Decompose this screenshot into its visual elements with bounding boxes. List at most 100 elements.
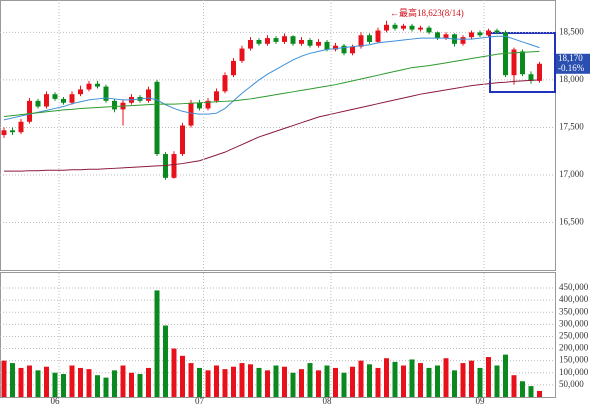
volume-bar [324, 365, 330, 397]
candle-body [333, 45, 338, 50]
candle-body [494, 30, 500, 33]
annotation: ←最高18,623(8/14) [390, 7, 464, 18]
price-panel [0, 0, 556, 271]
y-tick-label: 450,000 [559, 282, 589, 292]
candle-body [358, 35, 364, 47]
volume-bar [273, 365, 279, 397]
volume-bar [469, 360, 474, 397]
x-tick-label: 09 [476, 396, 486, 406]
volume-bar [95, 375, 100, 397]
volume-bar [494, 365, 500, 397]
volume-bar [205, 370, 211, 397]
candle-body [435, 32, 440, 39]
candle-body [222, 75, 228, 92]
volume-bar [409, 359, 415, 397]
volume-bar [460, 363, 466, 397]
candle-body [392, 24, 398, 29]
y-tick-label: 150,000 [559, 355, 589, 365]
volume-bar [520, 381, 525, 397]
candle-body [477, 32, 483, 36]
candle-body [486, 30, 491, 36]
volume-bar [214, 365, 219, 397]
last-price: 18,170 [558, 53, 583, 63]
candle-body [418, 27, 423, 30]
volume-bar [239, 363, 245, 397]
volume-bar [282, 366, 287, 397]
volume-bar [401, 365, 406, 397]
volume-bar [18, 367, 24, 397]
volume-bar [486, 357, 491, 397]
candle-body [367, 35, 372, 42]
highlight-box [489, 32, 556, 93]
candle-body [61, 98, 66, 103]
volume-bar [418, 363, 423, 397]
volume-bar [256, 367, 262, 397]
volume-bar [1, 360, 7, 397]
y-tick-label: 18,000 [559, 74, 584, 84]
candle-body [239, 48, 245, 61]
candle-body [528, 74, 534, 81]
volume-bar [27, 365, 32, 397]
volume-bar [180, 355, 185, 397]
candle-body [307, 40, 313, 46]
y-tick-label: 17,500 [559, 122, 584, 132]
volume-bar [307, 363, 313, 397]
candle-body [469, 32, 474, 38]
volume-bar [129, 372, 134, 397]
candle-body [341, 45, 347, 54]
x-tick-label: 07 [195, 396, 205, 406]
volume-bar [231, 366, 236, 397]
y-tick-label: 18,500 [559, 26, 584, 36]
y-tick-label: 16,500 [559, 217, 584, 227]
candle-body [290, 36, 296, 44]
candle-body [273, 38, 279, 42]
y-tick-label: 50,000 [559, 379, 584, 389]
volume-bar [426, 367, 432, 397]
candle-body [154, 81, 160, 155]
x-tick-label: 06 [51, 396, 61, 406]
candle-body [299, 40, 304, 44]
candle-body [316, 41, 321, 46]
candle-body [146, 89, 151, 101]
candle-body [460, 37, 466, 44]
volume-bar [341, 372, 347, 397]
volume-bar [44, 366, 49, 397]
moving-average [3, 50, 540, 118]
candle-body [10, 130, 15, 133]
y-tick-label: 300,000 [559, 318, 589, 328]
candle-body [86, 83, 92, 90]
volume-bar [358, 360, 364, 397]
volume-bar [248, 364, 253, 397]
volume-bar [316, 370, 321, 397]
candle-body [324, 41, 330, 50]
volume-bar [290, 372, 296, 397]
volume-bar [163, 325, 168, 397]
volume-bar [112, 370, 117, 397]
volume-bar [197, 367, 202, 397]
volume-bar [443, 358, 449, 397]
volume-bar [171, 348, 177, 397]
volume-bar [103, 377, 109, 397]
volume-bar [375, 367, 381, 397]
volume-bar [503, 354, 508, 397]
candle-body [248, 40, 253, 49]
candle-body [52, 94, 58, 99]
volume-bar [367, 364, 372, 397]
candle-body [384, 24, 389, 31]
volume-bar [299, 369, 304, 397]
volume-bar [78, 367, 83, 397]
candle-body [231, 60, 236, 76]
candle-body [188, 102, 194, 126]
volume-bar [477, 367, 483, 397]
candle-body [511, 49, 517, 76]
volume-bar [384, 358, 389, 397]
volume-bar [61, 373, 66, 397]
volume-bar [120, 365, 126, 397]
change-label: -0.16% [558, 63, 585, 73]
candle-body [197, 102, 202, 109]
last-price-box [556, 53, 590, 74]
candle-body [69, 94, 75, 103]
candle-body [214, 91, 219, 101]
volume-bar [69, 365, 75, 397]
volume-bar [537, 390, 542, 397]
